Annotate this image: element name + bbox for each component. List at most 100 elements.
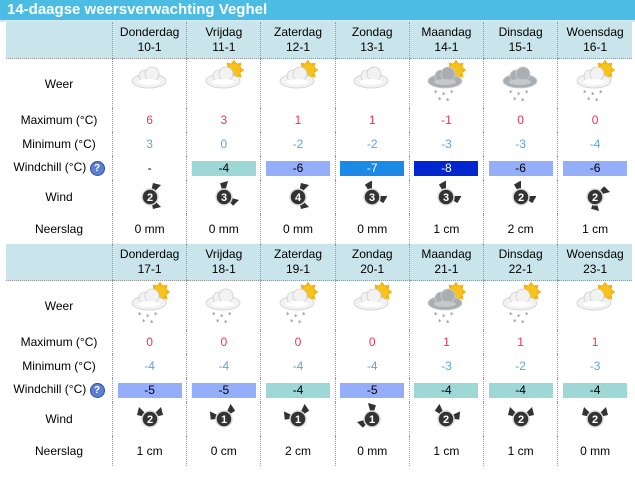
help-icon[interactable]: ? (89, 382, 105, 398)
day-cell: 1 (334, 108, 410, 132)
day-name: Dinsdag (498, 25, 543, 39)
svg-text:*: * (591, 91, 595, 99)
windchill-value: -8 (414, 160, 479, 176)
label-max: Maximum (°C) (20, 335, 98, 349)
wind-direction-icon: 2 (580, 185, 611, 214)
windchill-value: -4 (488, 382, 553, 398)
day-cell: 0 (483, 108, 558, 132)
svg-text:*: * (438, 318, 442, 326)
row-nsl: Neerslag 1 cm 0 cm 2 cm 0 mm 1 cm 1 cm 0 mm (6, 436, 632, 466)
forecast-table: Donderdag 10-1 Vrijdag 11-1 Zaterdag 12-1 Zond… (6, 22, 632, 466)
row-label: Neerslag (6, 436, 113, 466)
label-min: Minimum (°C) (22, 359, 96, 373)
day-cell: Dinsdag 15-1 (483, 22, 558, 59)
day-name: Zondag (351, 247, 393, 261)
day-cell (260, 58, 336, 108)
row-weer: Weer * * * * * * * * * * * * * * * (6, 58, 632, 109)
day-cell: Zondag 13-1 (334, 22, 410, 59)
min-temp: -2 (515, 359, 526, 373)
svg-text:2: 2 (592, 414, 598, 426)
wind-direction-icon: 2 (506, 406, 536, 436)
svg-text:*: * (290, 318, 294, 326)
help-icon[interactable]: ? (89, 160, 105, 176)
precipitation: 0 mm (208, 222, 239, 236)
wind-direction-icon: 4 (283, 182, 313, 214)
precipitation: 1 cm (507, 444, 534, 458)
svg-text:*: * (595, 97, 599, 105)
windchill-value: -4 (191, 160, 256, 176)
sun-cloud-icon (275, 59, 321, 108)
day-cell (111, 58, 187, 108)
day-cell: -5 (111, 378, 187, 402)
svg-text:*: * (517, 313, 521, 321)
row-weer: Weer * * * * * * * * * * * * * * * * * * * * * * * * * (6, 280, 632, 330)
day-cell: -4 (260, 378, 336, 402)
max-temp: 1 (517, 335, 524, 349)
day-date: 23-1 (583, 262, 608, 276)
row-r: Maximum (°C) 6 3 1 1 -1 0 0 (6, 108, 632, 132)
precipitation: 0 mm (580, 444, 611, 458)
day-name: Zaterdag (273, 25, 323, 39)
cloud-icon (349, 66, 395, 108)
row-label: Weer (6, 59, 113, 109)
wind-direction-icon: 1 (283, 403, 313, 436)
day-cell: -5 (186, 378, 261, 402)
day-date: 20-1 (360, 262, 385, 276)
wind-direction-icon: 1 (209, 403, 239, 436)
day-cell: 0 mm (557, 436, 632, 466)
row-r: Minimum (°C) 3 0 -2 -2 -3 -3 -4 (6, 132, 632, 156)
day-cell: 2 (111, 402, 187, 436)
label-max: Maximum (°C) (20, 113, 98, 127)
svg-text:*: * (521, 97, 525, 105)
windchill-value: -6 (488, 160, 553, 176)
row-label: Maximum (°C) (6, 108, 113, 132)
day-name: Donderdag (119, 25, 180, 39)
sun-cloud-snow-icon: * * * * * (498, 281, 544, 330)
day-cell: -4 (483, 378, 558, 402)
svg-text:2: 2 (443, 414, 449, 426)
label-weer: Weer (44, 298, 74, 313)
min-temp: -2 (366, 137, 378, 151)
windchill-value: -4 (563, 382, 628, 398)
day-cell: 6 (111, 108, 187, 132)
cloud-snow-icon: * * * * * (201, 288, 247, 330)
svg-text:*: * (138, 311, 142, 319)
svg-text:1: 1 (369, 414, 375, 426)
day-cell: Maandag 14-1 (408, 22, 484, 59)
day-cell: -3 (408, 354, 484, 378)
svg-text:*: * (525, 89, 529, 97)
svg-text:*: * (583, 89, 587, 97)
day-cell: 0 (186, 132, 261, 156)
svg-text:*: * (298, 319, 302, 327)
day-name: Vrijdag (205, 247, 243, 261)
day-date: 11-1 (212, 40, 236, 54)
day-cell: * * * * * (111, 280, 187, 330)
wind-direction-icon: 3 (431, 179, 462, 214)
svg-text:2: 2 (592, 192, 598, 204)
svg-text:2: 2 (147, 414, 153, 426)
svg-text:*: * (446, 319, 450, 327)
min-temp: -3 (515, 137, 526, 151)
row-label: Wind (6, 402, 113, 436)
day-cell: 3 (186, 180, 261, 214)
label-neerslag: Neerslag (34, 444, 84, 458)
row-hdr: Donderdag 17-1 Vrijdag 18-1 Zaterdag 19-1 Zond… (6, 244, 632, 281)
row-label: Minimum (°C) (6, 132, 113, 156)
sun-cloud-snow-dark-icon: * * * * * (423, 59, 469, 108)
day-cell (334, 58, 410, 108)
day-date: 17-1 (137, 262, 162, 276)
day-cell (186, 58, 261, 108)
windchill-value: -6 (266, 160, 330, 176)
day-date: 10-1 (137, 40, 162, 54)
row-r: Maximum (°C) 0 0 0 0 1 1 1 (6, 330, 632, 354)
row-label: Maximum (°C) (6, 330, 113, 354)
day-cell: -5 (334, 378, 410, 402)
row-r: Windchill (°C) ? - -4 -6 -7 -8 -6 -6 (6, 156, 632, 180)
day-cell: -3 (557, 354, 632, 378)
row-nsl: Neerslag 0 mm 0 mm 0 mm 0 mm 1 cm 2 cm 1 cm (6, 214, 632, 244)
day-cell: 1 (260, 402, 336, 436)
day-cell: 2 (483, 402, 558, 436)
day-name: Maandag (421, 247, 472, 261)
label-weer: Weer (44, 76, 74, 91)
svg-text:*: * (224, 319, 228, 327)
